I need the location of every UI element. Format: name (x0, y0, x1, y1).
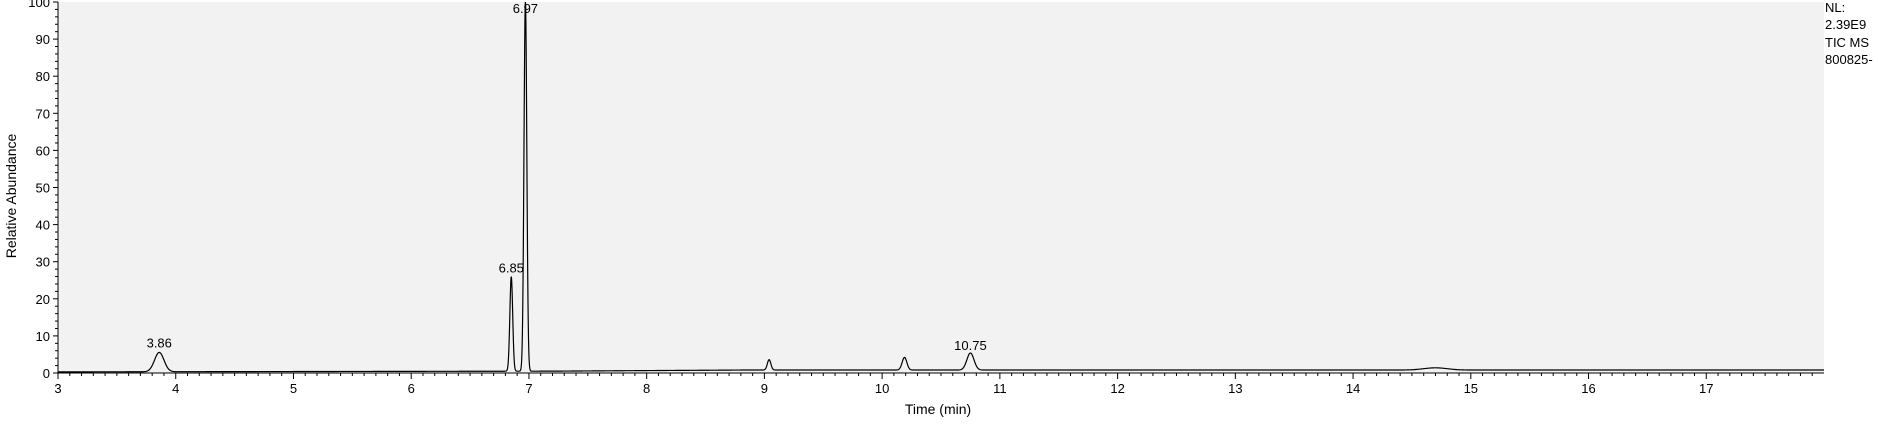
y-tick-label: 10 (36, 329, 50, 344)
y-tick-label: 100 (28, 0, 50, 10)
peak-label: 6.85 (499, 260, 524, 275)
x-tick-label: 4 (172, 381, 179, 396)
peak-label: 10.75 (954, 338, 987, 353)
peak-label: 6.97 (513, 1, 538, 16)
nl-label: NL: (1825, 0, 1846, 15)
x-tick-label: 6 (408, 381, 415, 396)
x-axis-label: Time (min) (905, 401, 971, 417)
y-tick-label: 20 (36, 292, 50, 307)
x-tick-label: 8 (643, 381, 650, 396)
y-tick-label: 80 (36, 69, 50, 84)
x-tick-label: 17 (1699, 381, 1713, 396)
scan-filter: TIC MS (1825, 35, 1870, 50)
y-tick-label: 30 (36, 255, 50, 270)
y-tick-label: 70 (36, 106, 50, 121)
x-tick-label: 12 (1110, 381, 1124, 396)
x-tick-label: 7 (525, 381, 532, 396)
y-tick-label: 0 (43, 366, 50, 381)
y-tick-label: 60 (36, 143, 50, 158)
tic-trace (58, 1, 1824, 373)
nl-value: 2.39E9 (1825, 17, 1867, 32)
x-tick-label: 9 (761, 381, 768, 396)
x-tick-label: 11 (993, 381, 1007, 396)
y-tick-label: 40 (36, 218, 50, 233)
x-tick-label: 16 (1581, 381, 1595, 396)
plot-area (58, 2, 1824, 373)
x-tick-label: 10 (875, 381, 889, 396)
x-tick-label: 15 (1464, 381, 1478, 396)
y-axis-label: Relative Abundance (3, 134, 19, 259)
y-tick-label: 90 (36, 32, 50, 47)
peak-label: 3.86 (147, 336, 172, 351)
y-tick-label: 50 (36, 181, 50, 196)
x-tick-label: 3 (54, 381, 61, 396)
x-tick-label: 13 (1228, 381, 1242, 396)
file-name: 800825- (1825, 52, 1873, 67)
x-tick-label: 5 (290, 381, 297, 396)
x-tick-label: 14 (1346, 381, 1360, 396)
